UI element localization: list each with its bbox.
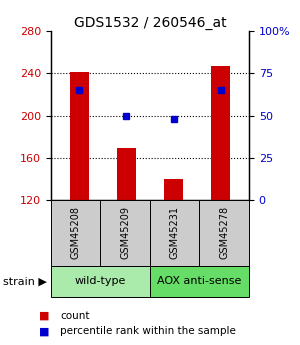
Text: strain ▶: strain ▶: [3, 276, 47, 286]
Text: ■: ■: [39, 311, 50, 321]
Bar: [117, 148, 136, 200]
Text: count: count: [60, 311, 89, 321]
Text: GSM45208: GSM45208: [71, 206, 81, 259]
Title: GDS1532 / 260546_at: GDS1532 / 260546_at: [74, 16, 226, 30]
Text: GSM45278: GSM45278: [219, 206, 229, 259]
Text: ■: ■: [39, 326, 50, 336]
Text: AOX anti-sense: AOX anti-sense: [157, 276, 242, 286]
Text: GSM45231: GSM45231: [170, 206, 180, 259]
Bar: [70, 72, 89, 200]
Bar: [211, 66, 230, 200]
Text: GSM45209: GSM45209: [120, 206, 130, 259]
Text: wild-type: wild-type: [75, 276, 126, 286]
Bar: [164, 179, 183, 200]
Text: percentile rank within the sample: percentile rank within the sample: [60, 326, 236, 336]
